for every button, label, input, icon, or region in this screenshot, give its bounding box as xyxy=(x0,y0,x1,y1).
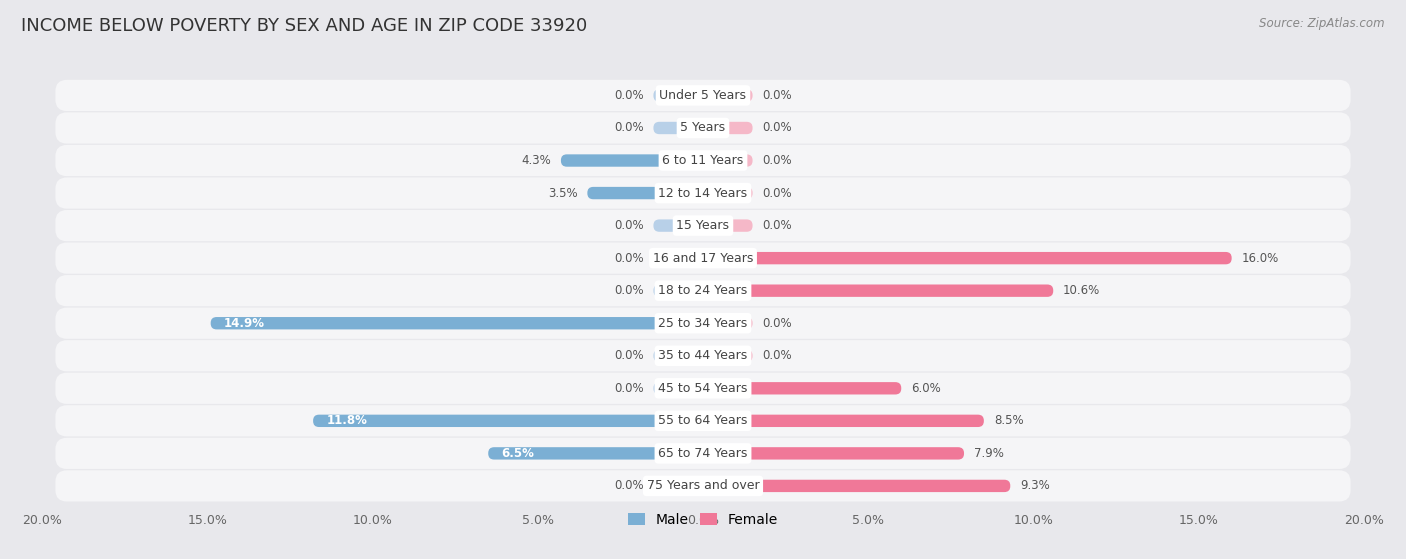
Text: 0.0%: 0.0% xyxy=(762,219,792,232)
Legend: Male, Female: Male, Female xyxy=(623,507,783,532)
FancyBboxPatch shape xyxy=(703,285,1053,297)
FancyBboxPatch shape xyxy=(55,80,1351,111)
Text: INCOME BELOW POVERTY BY SEX AND AGE IN ZIP CODE 33920: INCOME BELOW POVERTY BY SEX AND AGE IN Z… xyxy=(21,17,588,35)
FancyBboxPatch shape xyxy=(561,154,703,167)
Text: 3.5%: 3.5% xyxy=(548,187,578,200)
Text: 0.0%: 0.0% xyxy=(614,219,644,232)
Text: 12 to 14 Years: 12 to 14 Years xyxy=(658,187,748,200)
Text: 11.8%: 11.8% xyxy=(326,414,367,427)
FancyBboxPatch shape xyxy=(703,252,1232,264)
FancyBboxPatch shape xyxy=(55,470,1351,501)
FancyBboxPatch shape xyxy=(55,145,1351,176)
FancyBboxPatch shape xyxy=(703,89,752,102)
Text: 75 Years and over: 75 Years and over xyxy=(647,480,759,492)
FancyBboxPatch shape xyxy=(703,447,965,459)
FancyBboxPatch shape xyxy=(654,122,703,134)
Text: 0.0%: 0.0% xyxy=(614,252,644,264)
FancyBboxPatch shape xyxy=(654,382,703,395)
Text: 45 to 54 Years: 45 to 54 Years xyxy=(658,382,748,395)
FancyBboxPatch shape xyxy=(703,415,984,427)
FancyBboxPatch shape xyxy=(588,187,703,199)
Text: 16 and 17 Years: 16 and 17 Years xyxy=(652,252,754,264)
Text: 25 to 34 Years: 25 to 34 Years xyxy=(658,317,748,330)
Text: 0.0%: 0.0% xyxy=(614,480,644,492)
Text: 0.0%: 0.0% xyxy=(762,154,792,167)
FancyBboxPatch shape xyxy=(55,438,1351,469)
FancyBboxPatch shape xyxy=(703,480,1011,492)
FancyBboxPatch shape xyxy=(55,405,1351,437)
Text: 35 to 44 Years: 35 to 44 Years xyxy=(658,349,748,362)
FancyBboxPatch shape xyxy=(654,480,703,492)
Text: 0.0%: 0.0% xyxy=(614,382,644,395)
FancyBboxPatch shape xyxy=(654,89,703,102)
FancyBboxPatch shape xyxy=(314,415,703,427)
Text: 65 to 74 Years: 65 to 74 Years xyxy=(658,447,748,460)
Text: 55 to 64 Years: 55 to 64 Years xyxy=(658,414,748,427)
Text: Under 5 Years: Under 5 Years xyxy=(659,89,747,102)
FancyBboxPatch shape xyxy=(55,177,1351,209)
Text: 0.0%: 0.0% xyxy=(614,284,644,297)
FancyBboxPatch shape xyxy=(654,285,703,297)
FancyBboxPatch shape xyxy=(703,187,752,199)
Text: 0.0%: 0.0% xyxy=(614,349,644,362)
FancyBboxPatch shape xyxy=(55,243,1351,274)
FancyBboxPatch shape xyxy=(55,373,1351,404)
FancyBboxPatch shape xyxy=(654,349,703,362)
Text: 0.0%: 0.0% xyxy=(614,121,644,135)
Text: 10.6%: 10.6% xyxy=(1063,284,1101,297)
Text: 7.9%: 7.9% xyxy=(974,447,1004,460)
Text: 14.9%: 14.9% xyxy=(224,317,264,330)
Text: 0.0%: 0.0% xyxy=(762,317,792,330)
Text: 0.0%: 0.0% xyxy=(762,121,792,135)
FancyBboxPatch shape xyxy=(55,210,1351,241)
Text: 4.3%: 4.3% xyxy=(522,154,551,167)
FancyBboxPatch shape xyxy=(703,122,752,134)
Text: 6 to 11 Years: 6 to 11 Years xyxy=(662,154,744,167)
Text: 16.0%: 16.0% xyxy=(1241,252,1279,264)
FancyBboxPatch shape xyxy=(703,220,752,232)
FancyBboxPatch shape xyxy=(211,317,703,329)
Text: 6.5%: 6.5% xyxy=(502,447,534,460)
Text: Source: ZipAtlas.com: Source: ZipAtlas.com xyxy=(1260,17,1385,30)
Text: 8.5%: 8.5% xyxy=(994,414,1024,427)
FancyBboxPatch shape xyxy=(55,112,1351,144)
Text: 15 Years: 15 Years xyxy=(676,219,730,232)
Text: 0.0%: 0.0% xyxy=(614,89,644,102)
FancyBboxPatch shape xyxy=(55,307,1351,339)
FancyBboxPatch shape xyxy=(55,340,1351,371)
FancyBboxPatch shape xyxy=(55,275,1351,306)
FancyBboxPatch shape xyxy=(703,382,901,395)
Text: 9.3%: 9.3% xyxy=(1021,480,1050,492)
FancyBboxPatch shape xyxy=(703,349,752,362)
FancyBboxPatch shape xyxy=(654,220,703,232)
FancyBboxPatch shape xyxy=(488,447,703,459)
Text: 5 Years: 5 Years xyxy=(681,121,725,135)
Text: 0.0%: 0.0% xyxy=(762,187,792,200)
Text: 0.0%: 0.0% xyxy=(762,89,792,102)
FancyBboxPatch shape xyxy=(654,252,703,264)
Text: 6.0%: 6.0% xyxy=(911,382,941,395)
FancyBboxPatch shape xyxy=(703,154,752,167)
Text: 0.0%: 0.0% xyxy=(762,349,792,362)
Text: 18 to 24 Years: 18 to 24 Years xyxy=(658,284,748,297)
FancyBboxPatch shape xyxy=(703,317,752,329)
